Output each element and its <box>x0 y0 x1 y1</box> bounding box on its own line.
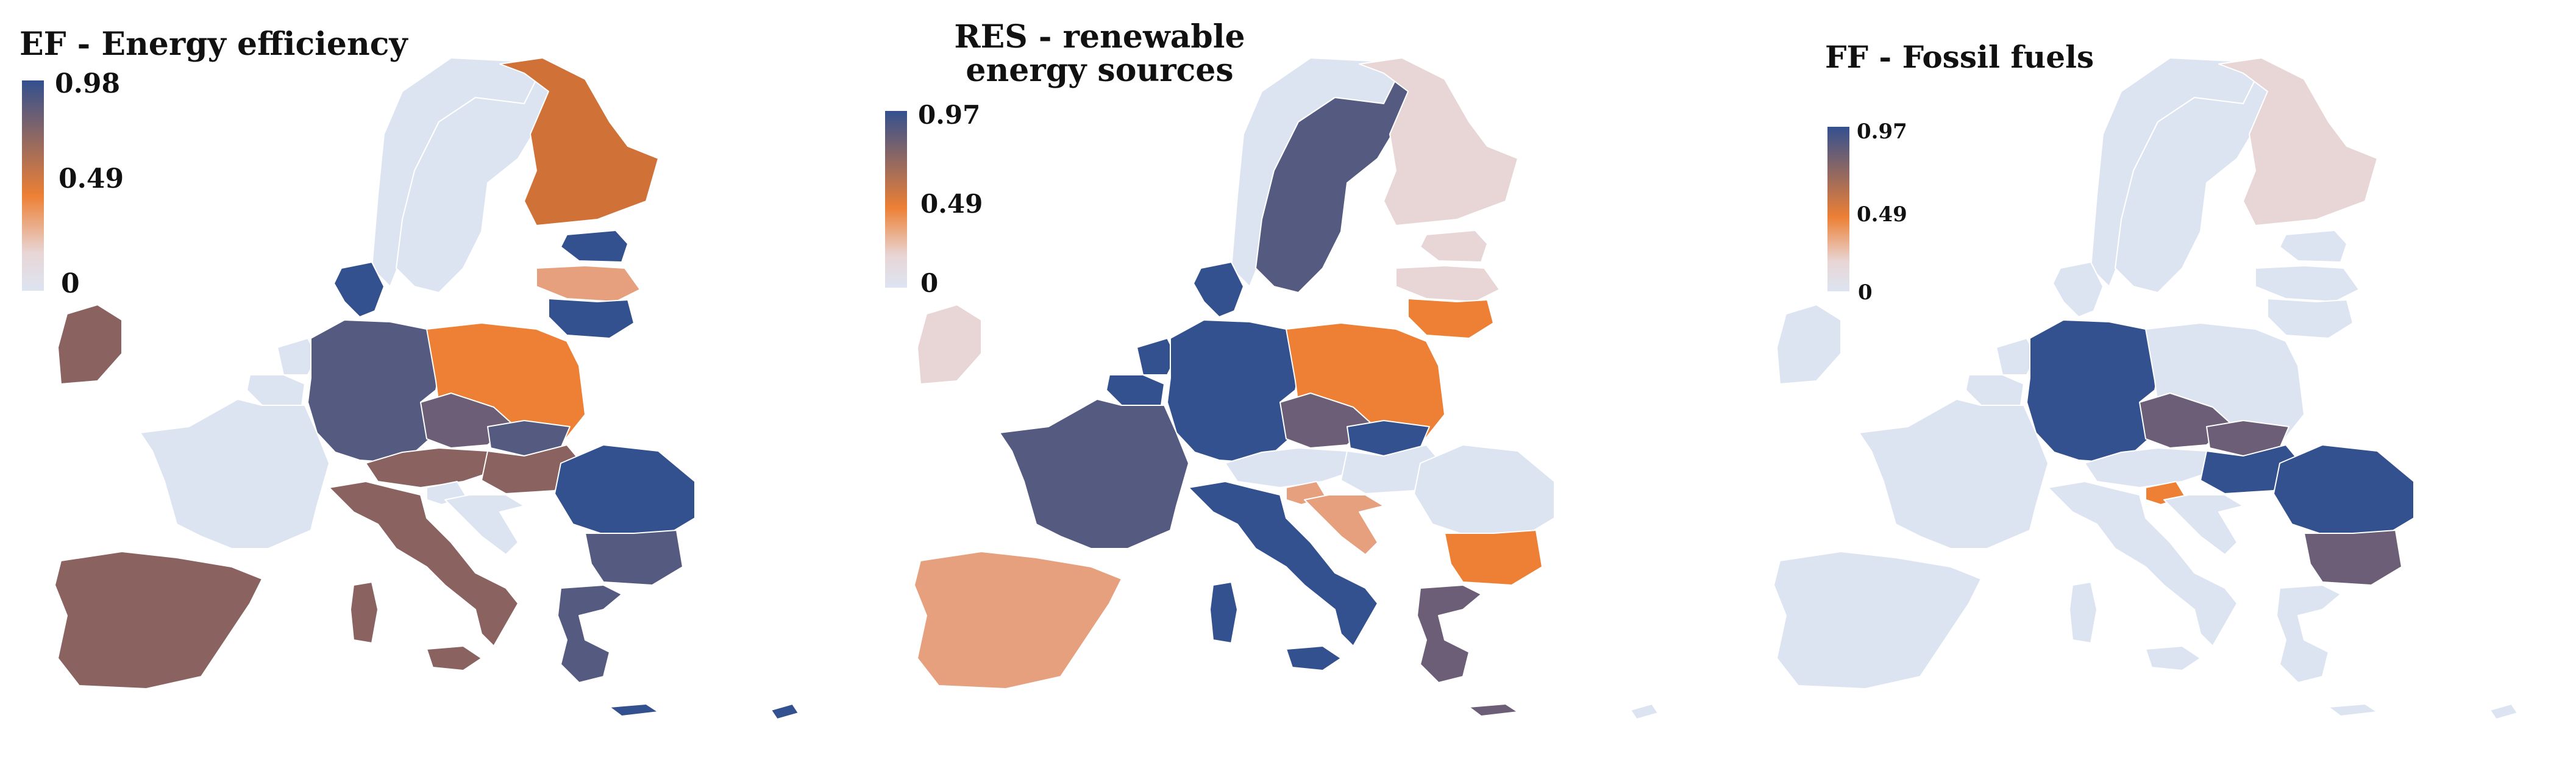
region-sardinia <box>350 581 379 644</box>
region-denmark <box>2052 261 2104 318</box>
region-sicily <box>2145 645 2201 671</box>
region-belgium <box>246 374 305 406</box>
region-sardinia <box>2069 581 2097 644</box>
country-shapes <box>1773 57 2518 720</box>
region-cyprus <box>2489 703 2518 720</box>
region-finland <box>499 57 659 226</box>
region-sweden <box>396 79 549 293</box>
region-belgium <box>1106 374 1165 406</box>
region-sweden <box>1255 79 1409 293</box>
res-title: RES - renewable energy sources <box>954 18 1245 89</box>
region-germany <box>2026 319 2161 464</box>
region-greece <box>1417 584 1482 683</box>
map-panel-res: RES - renewable energy sources 0.97 0.49… <box>859 0 1713 771</box>
region-germany <box>1167 319 1302 464</box>
map-panel-ff: FF - Fossil fuels 0.97 0.49 0 <box>1719 0 2572 771</box>
ff-legend-min: 0 <box>1858 280 1873 305</box>
region-france <box>1859 399 2049 549</box>
region-ireland <box>57 304 123 385</box>
region-crete <box>1468 703 1518 717</box>
ef-legend-min: 0 <box>61 268 80 299</box>
region-romania <box>554 444 696 537</box>
region-sicily <box>426 645 482 671</box>
ff-choropleth-map <box>1773 57 2518 720</box>
region-baltic-north <box>560 230 628 263</box>
region-greece <box>2276 584 2341 683</box>
region-cyprus <box>770 703 799 720</box>
region-sweden <box>2115 79 2268 293</box>
region-iberia <box>54 551 263 689</box>
res-legend-max: 0.97 <box>918 100 981 130</box>
region-belgium <box>1965 374 2024 406</box>
res-choropleth-map <box>914 57 1659 720</box>
region-denmark <box>1193 261 1244 318</box>
country-shapes <box>914 57 1659 720</box>
res-legend-bar <box>885 111 907 288</box>
region-baltic-south <box>1407 298 1494 339</box>
ef-choropleth-map <box>54 57 799 720</box>
region-crete <box>2328 703 2378 717</box>
map-panel-ef: EF - Energy efficiency 0.98 0.49 0 <box>0 0 853 771</box>
region-baltic-south <box>2267 298 2354 339</box>
region-france <box>140 399 330 549</box>
region-baltic-mid <box>1395 265 1500 302</box>
region-italy <box>2048 481 2238 647</box>
region-bulgaria <box>585 530 683 586</box>
region-france <box>999 399 1189 549</box>
region-croatia <box>444 494 525 555</box>
region-germany <box>307 319 443 464</box>
region-denmark <box>333 261 385 318</box>
ef-title: EF - Energy efficiency <box>20 26 408 63</box>
region-crete <box>609 703 659 717</box>
res-legend-mid: 0.49 <box>920 189 983 219</box>
res-legend-min: 0 <box>920 268 939 298</box>
region-baltic-south <box>548 298 635 339</box>
region-bulgaria <box>1444 530 1543 586</box>
ef-legend-max: 0.98 <box>55 68 121 99</box>
region-iberia <box>1773 551 1982 689</box>
region-croatia <box>1304 494 1384 555</box>
region-cyprus <box>1630 703 1659 720</box>
country-shapes <box>54 57 799 720</box>
region-bulgaria <box>2304 530 2402 586</box>
region-baltic-north <box>2279 230 2347 263</box>
region-finland <box>2218 57 2378 226</box>
region-baltic-mid <box>536 265 641 302</box>
region-baltic-north <box>1420 230 1488 263</box>
region-ireland <box>1776 304 1841 385</box>
ef-legend-mid: 0.49 <box>59 163 124 194</box>
region-finland <box>1359 57 1518 226</box>
region-iberia <box>914 551 1122 689</box>
ff-legend-max: 0.97 <box>1857 119 1907 144</box>
region-romania <box>1414 444 1555 537</box>
region-greece <box>557 584 622 683</box>
ff-legend-bar <box>1827 127 1849 291</box>
ff-title: FF - Fossil fuels <box>1825 39 2094 75</box>
region-baltic-mid <box>2255 265 2360 302</box>
ff-legend-mid: 0.49 <box>1857 202 1907 227</box>
ef-legend-bar <box>22 80 44 291</box>
region-italy <box>1188 481 1378 647</box>
region-italy <box>329 481 519 647</box>
region-sardinia <box>1209 581 1238 644</box>
region-romania <box>2273 444 2414 537</box>
region-ireland <box>917 304 982 385</box>
region-croatia <box>2163 494 2244 555</box>
region-sicily <box>1286 645 1342 671</box>
